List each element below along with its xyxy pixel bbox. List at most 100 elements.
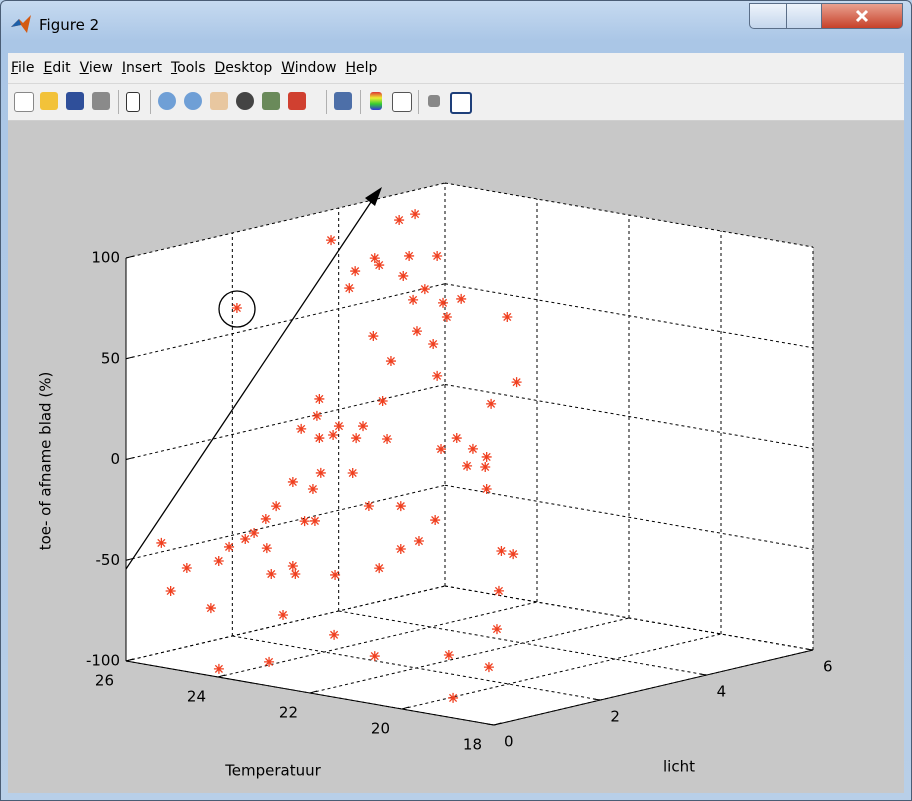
- zoom-out-icon[interactable]: [184, 92, 202, 110]
- data-point: [467, 443, 478, 454]
- z-tick: [125, 457, 135, 460]
- data-point: [307, 484, 318, 495]
- annotation-arrowhead: [365, 187, 382, 206]
- grid-line: [444, 585, 814, 651]
- data-point: [240, 534, 251, 545]
- z-tick: [125, 255, 135, 259]
- y-tick: [699, 673, 707, 676]
- colorbar-icon[interactable]: [370, 92, 382, 110]
- menu-item[interactable]: Window: [281, 60, 337, 76]
- pan-icon[interactable]: [210, 92, 228, 110]
- data-point: [438, 297, 449, 308]
- data-point: [413, 536, 424, 547]
- data-point: [249, 527, 260, 538]
- grid-line: [125, 384, 446, 460]
- data-point: [363, 501, 374, 512]
- x-tick: [493, 722, 502, 726]
- annotation-circle: [218, 290, 256, 328]
- link-icon[interactable]: [334, 92, 352, 110]
- data-point: [368, 331, 379, 342]
- data-point: [411, 326, 422, 337]
- data-point: [260, 513, 271, 524]
- data-point: [410, 209, 421, 220]
- data-point: [456, 293, 467, 304]
- hide-tools-icon[interactable]: [428, 95, 440, 107]
- data-point: [511, 377, 522, 388]
- matlab-icon: [11, 15, 31, 33]
- data-point: [486, 398, 497, 409]
- maximize-button[interactable]: [786, 3, 822, 29]
- data-point: [231, 302, 242, 313]
- data-point: [491, 624, 502, 635]
- data-point: [328, 429, 339, 440]
- annotation-arrow: [125, 198, 374, 570]
- data-point: [347, 467, 358, 478]
- y-tick-label: 4: [717, 683, 727, 701]
- rotate-icon[interactable]: [236, 92, 254, 110]
- new-icon[interactable]: [14, 92, 34, 112]
- data-point: [329, 629, 340, 640]
- data-point: [314, 393, 325, 404]
- menu-item[interactable]: Insert: [121, 60, 162, 76]
- data-point: [430, 515, 441, 526]
- data-point: [309, 515, 320, 526]
- data-point: [311, 410, 322, 421]
- x-tick-label: 18: [463, 736, 482, 754]
- data-point: [350, 266, 361, 277]
- z-tick-label: 100: [91, 249, 120, 267]
- data-point: [165, 585, 176, 596]
- zoom-in-icon[interactable]: [158, 92, 176, 110]
- data-point: [287, 476, 298, 487]
- data-point: [496, 545, 507, 556]
- print-icon[interactable]: [92, 92, 110, 110]
- menu-item[interactable]: Help: [345, 60, 378, 76]
- data-point: [483, 662, 494, 673]
- x-tick-label: 20: [371, 720, 390, 738]
- y-axis: [493, 649, 814, 726]
- menu-item[interactable]: Desktop: [214, 60, 273, 76]
- data-point: [382, 433, 393, 444]
- y-tick-label: 0: [504, 733, 514, 751]
- x-tick-label: 22: [279, 704, 298, 722]
- close-button[interactable]: [821, 3, 903, 29]
- y-tick: [805, 648, 814, 651]
- data-point: [493, 585, 504, 596]
- menu-item[interactable]: Edit: [43, 60, 71, 76]
- toolbar: [8, 84, 904, 121]
- dock-icon[interactable]: [450, 92, 472, 114]
- data-point: [330, 569, 341, 580]
- data-point: [398, 270, 409, 281]
- x-tick: [125, 658, 134, 662]
- data-point: [428, 339, 439, 350]
- menu-item[interactable]: Tools: [170, 60, 206, 76]
- data-point: [404, 250, 415, 261]
- datacursor-icon[interactable]: [262, 92, 280, 110]
- open-icon[interactable]: [40, 92, 58, 110]
- menu-item[interactable]: View: [79, 60, 113, 76]
- data-point: [419, 284, 430, 295]
- data-point: [213, 555, 224, 566]
- data-point: [374, 260, 385, 271]
- save-icon[interactable]: [66, 92, 84, 110]
- data-point: [481, 451, 492, 462]
- data-point: [264, 656, 275, 667]
- menu-item[interactable]: File: [11, 60, 35, 76]
- z-tick-label: 0: [110, 450, 120, 468]
- y-tick-label: 2: [610, 708, 620, 726]
- data-point: [271, 501, 282, 512]
- y-axis-label: licht: [663, 758, 695, 776]
- edit-icon[interactable]: [126, 92, 140, 112]
- brush-icon[interactable]: [288, 92, 306, 110]
- data-point: [224, 541, 235, 552]
- grid-line: [125, 484, 446, 561]
- data-point: [181, 562, 192, 573]
- data-point: [315, 467, 326, 478]
- data-point: [369, 253, 380, 264]
- data-point: [296, 423, 307, 434]
- data-point: [287, 560, 298, 571]
- minimize-button[interactable]: [749, 3, 787, 29]
- legend-icon[interactable]: [392, 92, 412, 112]
- z-tick-label: -100: [86, 652, 120, 670]
- grid-line: [338, 610, 707, 676]
